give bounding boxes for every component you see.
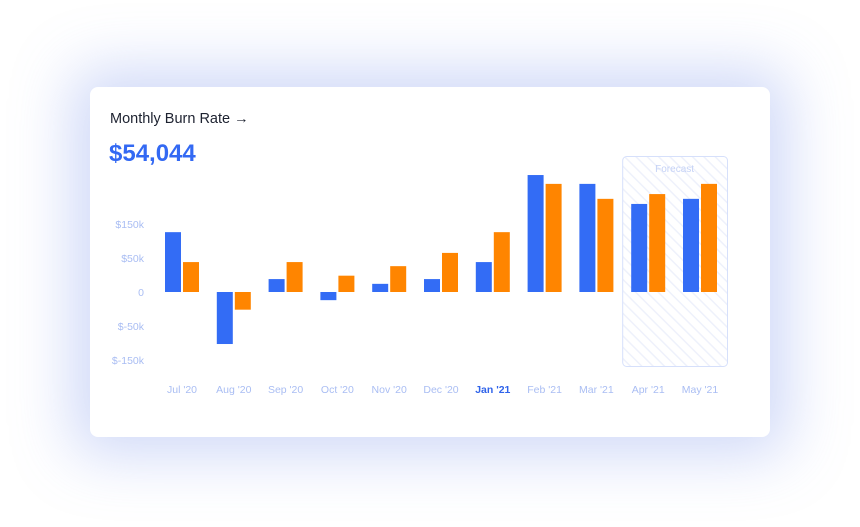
x-tick-label: Aug '20 xyxy=(216,384,251,396)
y-tick-label: 0 xyxy=(138,287,144,299)
x-tick-label: Mar '21 xyxy=(579,384,614,396)
bar-orange xyxy=(545,183,562,292)
bar-blue xyxy=(216,292,233,345)
bar-orange xyxy=(390,266,407,292)
x-tick-label: Jan '21 xyxy=(475,384,510,396)
chart-title-link[interactable]: Monthly Burn Rate → xyxy=(110,111,249,127)
y-tick-label: $50k xyxy=(121,253,145,265)
bar-orange xyxy=(442,252,458,292)
bar-orange xyxy=(493,232,510,292)
x-tick-label: Jul '20 xyxy=(167,384,197,396)
x-tick-label: Dec '20 xyxy=(423,384,458,396)
forecast-label: Forecast xyxy=(655,164,694,175)
y-tick-label: $150k xyxy=(115,219,144,231)
bar-blue xyxy=(683,198,699,292)
y-tick-label: $-150k xyxy=(112,355,145,367)
bar-orange xyxy=(338,275,355,292)
bar-blue xyxy=(372,283,389,292)
y-tick-label: $-50k xyxy=(118,321,145,333)
burn-rate-card: Monthly Burn Rate → $54,044 Forecast $-15… xyxy=(90,87,770,437)
bar-blue xyxy=(475,262,492,292)
bar-orange xyxy=(183,262,199,292)
headline-value: $54,044 xyxy=(109,140,196,167)
bar-blue xyxy=(165,232,181,292)
bar-blue xyxy=(268,279,285,292)
x-tick-label: Oct '20 xyxy=(321,384,354,396)
bar-orange xyxy=(701,183,717,292)
bar-orange xyxy=(649,194,666,292)
bar-blue xyxy=(424,279,440,292)
bar-blue xyxy=(631,203,648,292)
x-tick-label: Sep '20 xyxy=(268,384,303,396)
bar-chart: Forecast $-150k $-50k 0 $50k $150k Jul '20 Aug … xyxy=(112,156,729,396)
x-tick-label: Apr '21 xyxy=(632,384,665,396)
bar-blue xyxy=(527,175,544,292)
x-tick-label: May '21 xyxy=(682,384,719,396)
bar-orange xyxy=(597,198,614,292)
bar-orange xyxy=(234,292,251,310)
x-tick-label: Feb '21 xyxy=(527,384,562,396)
bar-blue xyxy=(320,292,337,301)
bar-orange xyxy=(286,262,303,292)
bar-blue xyxy=(579,183,596,292)
x-tick-label: Nov '20 xyxy=(372,384,407,396)
